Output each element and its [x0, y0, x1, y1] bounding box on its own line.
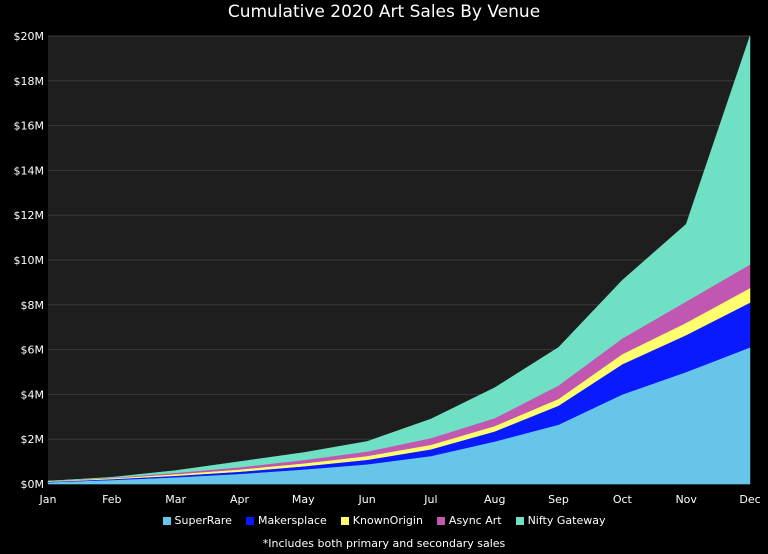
legend: SuperRare Makersplace KnownOrigin Async Art… [0, 514, 768, 527]
legend-label: KnownOrigin [352, 514, 423, 527]
legend-item: SuperRare [162, 514, 232, 527]
x-tick-label: Jan [39, 493, 57, 506]
y-tick-label: $0M [21, 478, 45, 491]
legend-item: Async Art [436, 514, 502, 527]
y-tick-label: $6M [21, 344, 45, 357]
area-series [47, 35, 751, 485]
legend-label: Makersplace [257, 514, 327, 527]
footnote: *Includes both primary and secondary sal… [262, 537, 506, 550]
x-tick-label: Jul [423, 493, 437, 506]
chart-title: Cumulative 2020 Art Sales By Venue [227, 2, 541, 22]
legend-item: KnownOrigin [340, 514, 423, 527]
y-tick-label: $14M [14, 164, 45, 177]
x-tick-label: Aug [484, 493, 505, 506]
legend-label: SuperRare [174, 514, 232, 527]
x-tick-label: Apr [230, 493, 250, 506]
y-tick-label: $16M [14, 120, 45, 133]
y-tick-label: $2M [21, 433, 45, 446]
y-tick-label: $18M [14, 75, 45, 88]
legend-label: Async Art [448, 514, 502, 527]
legend-label: Nifty Gateway [527, 514, 606, 527]
x-tick-label: May [292, 493, 315, 506]
y-tick-label: $20M [14, 30, 45, 43]
y-tick-label: $8M [21, 299, 45, 312]
x-tick-label: Dec [739, 493, 760, 506]
legend-item: Nifty Gateway [515, 514, 606, 527]
x-tick-label: Feb [102, 493, 121, 506]
x-tick-label: Nov [675, 493, 697, 506]
x-tick-label: Jun [357, 493, 375, 506]
x-tick-label: Sep [548, 493, 569, 506]
legend-swatch [245, 516, 254, 525]
x-tick-label: Oct [613, 493, 633, 506]
y-tick-labels: $0M $2M $4M $6M $8M $10M $12M $14M $16M $18M $20M [14, 30, 45, 491]
legend-swatch [162, 516, 171, 525]
x-tick-labels: Jan Feb Mar Apr May Jun Jul Aug Sep Oct Nov Dec [39, 493, 761, 506]
legend-swatch [436, 516, 445, 525]
y-tick-label: $4M [21, 388, 45, 401]
legend-swatch [340, 516, 349, 525]
x-tick-label: Mar [165, 493, 186, 506]
y-tick-label: $12M [14, 209, 45, 222]
y-tick-label: $10M [14, 254, 45, 267]
area-nifty-gateway [47, 35, 751, 482]
legend-swatch [515, 516, 524, 525]
legend-item: Makersplace [245, 514, 327, 527]
